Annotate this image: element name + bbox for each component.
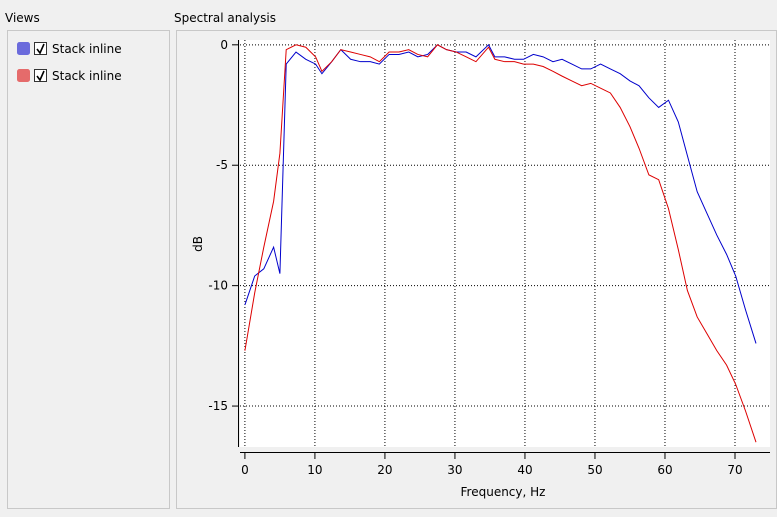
- views-panel: [7, 30, 170, 509]
- x-tick-label: 30: [447, 463, 462, 477]
- plot-area: [240, 40, 770, 447]
- views-title: Views: [5, 11, 40, 25]
- check-mark: [36, 70, 45, 82]
- y-axis-label: dB: [191, 236, 205, 252]
- legend-swatch: [17, 69, 30, 82]
- x-tick-label: 70: [727, 463, 742, 477]
- legend-swatch: [17, 42, 30, 55]
- x-tick-label: 50: [587, 463, 602, 477]
- series-line: [244, 44, 757, 443]
- series-line: [244, 43, 757, 344]
- y-tick-label: -10: [208, 279, 228, 293]
- x-tick-label: 0: [241, 463, 249, 477]
- y-tick-label: 0: [220, 38, 228, 52]
- y-tick-label: -15: [208, 399, 228, 413]
- x-tick-label: 60: [657, 463, 672, 477]
- x-tick-label: 40: [517, 463, 532, 477]
- legend-label: Stack inline: [52, 42, 122, 56]
- panel-title: Spectral analysis: [174, 11, 276, 25]
- check-mark: [36, 43, 45, 55]
- x-axis-label: Frequency, Hz: [461, 485, 546, 499]
- x-tick-label: 20: [377, 463, 392, 477]
- x-tick-label: 10: [307, 463, 322, 477]
- y-tick-label: -5: [216, 158, 228, 172]
- legend-label: Stack inline: [52, 69, 122, 83]
